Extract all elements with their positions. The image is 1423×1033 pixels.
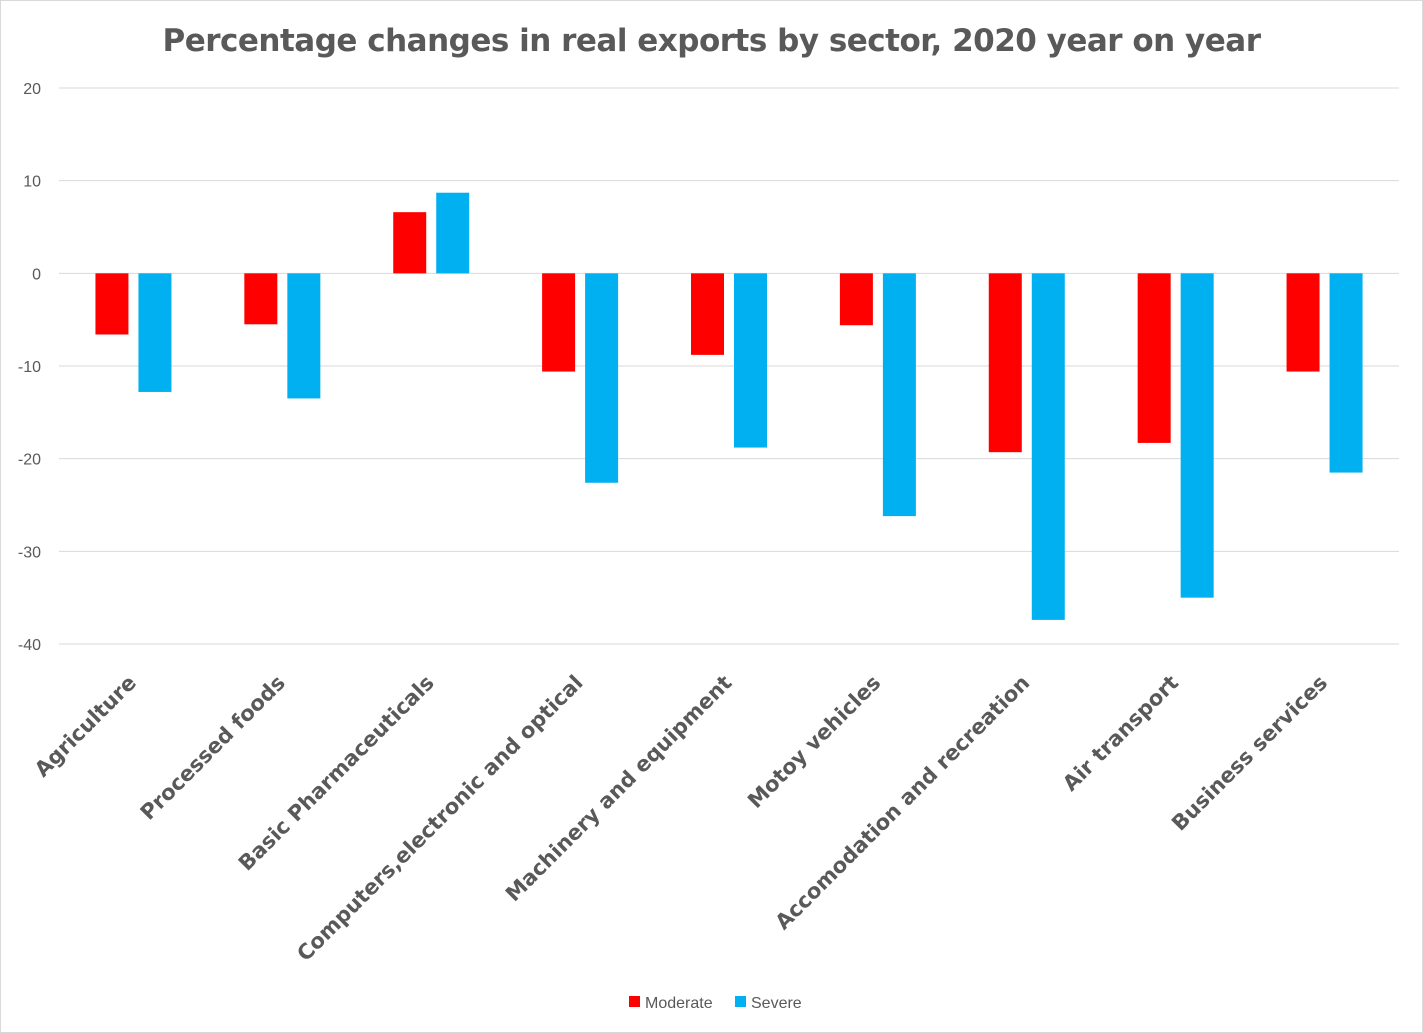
category-label-processed-foods: Processed foods bbox=[136, 671, 290, 825]
bar-moderate-business-services bbox=[1286, 273, 1320, 372]
category-label-business-services: Business services bbox=[1167, 671, 1332, 836]
bar-moderate-air-transport bbox=[1137, 273, 1171, 443]
category-label-air-transport: Air transport bbox=[1058, 671, 1183, 796]
bar-severe-computers-electronic-and-optical bbox=[585, 273, 619, 483]
bar-severe-air-transport bbox=[1180, 273, 1214, 598]
bar-moderate-agriculture bbox=[95, 273, 129, 335]
bar-severe-machinery-and-equipment bbox=[734, 273, 767, 448]
category-label-accomodation-and-recreation: Accomodation and recreation bbox=[771, 671, 1035, 935]
legend: Moderate Severe bbox=[629, 995, 802, 1012]
bar-severe-motoy-vehicles bbox=[882, 273, 916, 517]
gridlines bbox=[59, 87, 1399, 645]
bar-moderate-basic-pharmaceuticals bbox=[393, 212, 427, 274]
legend-swatch-moderate bbox=[629, 996, 640, 1007]
bar-moderate-machinery-and-equipment bbox=[691, 273, 724, 355]
legend-label-severe: Severe bbox=[751, 995, 802, 1012]
bar-severe-processed-foods bbox=[287, 273, 321, 399]
bar-severe-accomodation-and-recreation bbox=[1031, 273, 1065, 620]
y-tick-label: 20 bbox=[23, 81, 41, 98]
bars bbox=[95, 192, 1363, 620]
bar-severe-agriculture bbox=[138, 273, 172, 392]
y-axis-ticks: 20 10 0 -10 -20 -30 -40 bbox=[18, 81, 41, 654]
bar-moderate-computers-electronic-and-optical bbox=[542, 273, 576, 372]
category-label-computers-electronic-and-optical: Computers,electronic and optical bbox=[292, 671, 587, 966]
bar-moderate-processed-foods bbox=[244, 273, 278, 325]
category-label-motoy-vehicles: Motoy vehicles bbox=[743, 671, 885, 813]
category-label-agriculture: Agriculture bbox=[30, 671, 141, 782]
legend-label-moderate: Moderate bbox=[645, 995, 713, 1012]
legend-swatch-severe bbox=[735, 996, 746, 1007]
bar-severe-basic-pharmaceuticals bbox=[436, 192, 470, 274]
y-tick-label: 10 bbox=[23, 174, 41, 191]
chart-title: Percentage changes in real exports by se… bbox=[162, 23, 1261, 59]
bar-severe-business-services bbox=[1329, 273, 1363, 473]
y-tick-label: -40 bbox=[18, 637, 41, 654]
y-tick-label: -10 bbox=[18, 359, 41, 376]
y-tick-label: -20 bbox=[18, 452, 41, 469]
y-tick-label: -30 bbox=[18, 544, 41, 561]
y-tick-label: 0 bbox=[32, 266, 41, 283]
bar-moderate-motoy-vehicles bbox=[839, 273, 873, 326]
bar-moderate-accomodation-and-recreation bbox=[988, 273, 1022, 453]
